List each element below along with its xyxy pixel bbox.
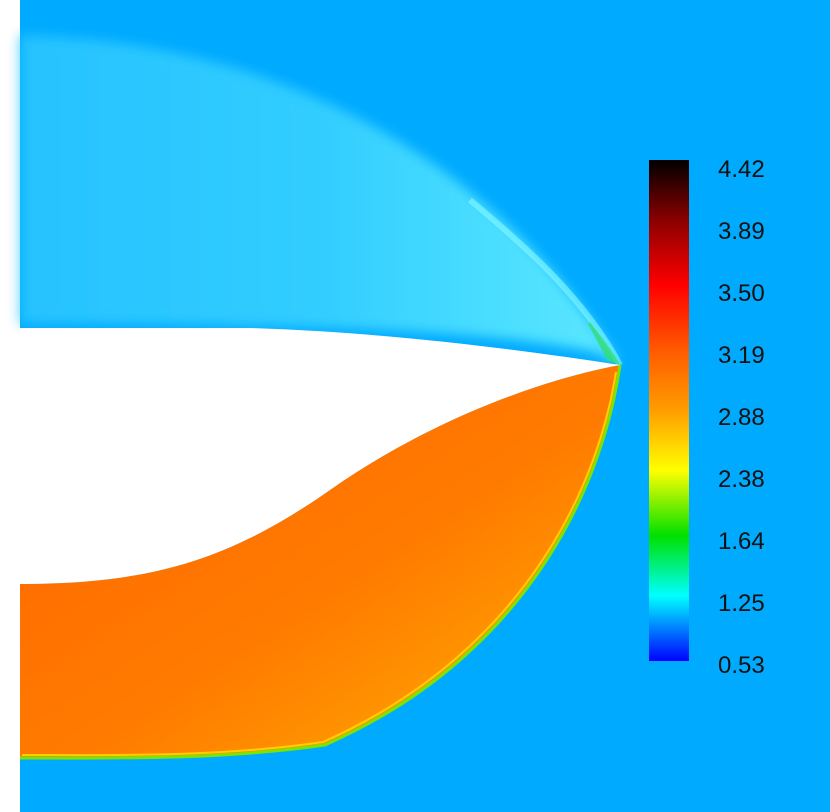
colorbar-label-3-89: 3.89 <box>718 218 765 245</box>
upper-shock-line <box>468 197 623 367</box>
lower-shock-edge <box>19 364 622 760</box>
colorbar <box>649 160 689 661</box>
colorbar-label-0-53: 0.53 <box>718 652 765 679</box>
colorbar-label-1-25: 1.25 <box>718 590 765 617</box>
colorbar-label-3-19: 3.19 <box>718 342 765 369</box>
lower-shock-region <box>20 365 620 759</box>
colorbar-label-2-38: 2.38 <box>718 466 765 493</box>
lower-shock-edge-yellow <box>21 371 617 757</box>
tip-green-flare <box>588 322 620 365</box>
colorbar-label-1-64: 1.64 <box>718 528 765 555</box>
body-shape <box>20 328 620 584</box>
colorbar-label-2-88: 2.88 <box>718 404 765 431</box>
colorbar-label-3-50: 3.50 <box>718 280 765 307</box>
colorbar-label-4-42: 4.42 <box>718 156 765 183</box>
upper-shock-region <box>20 35 620 365</box>
